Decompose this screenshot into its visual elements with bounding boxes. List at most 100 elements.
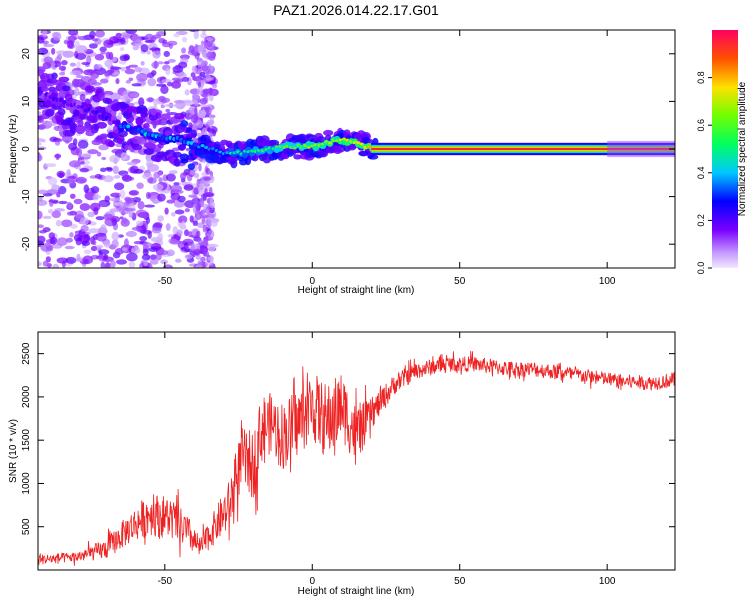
heatmap-speckle — [109, 259, 116, 268]
snr-y-tick-label: 2000 — [21, 385, 32, 408]
heatmap-speckle — [152, 199, 159, 204]
heatmap-speckle — [76, 147, 83, 157]
heatmap-speckle — [181, 47, 187, 54]
heatmap-speckle — [168, 58, 176, 63]
heatmap-speckle — [156, 83, 167, 87]
heatmap-speckle — [113, 201, 122, 206]
heatmap-speckle — [93, 64, 102, 70]
heatmap-speckle — [149, 254, 157, 261]
heatmap-speckle — [160, 97, 171, 103]
heatmap-speckle — [165, 67, 171, 76]
heatmap-speckle — [79, 153, 92, 158]
heatmap-speckle — [206, 198, 210, 204]
heatmap-speckle — [74, 210, 84, 220]
heatmap-speckle — [121, 174, 133, 182]
heatmap-speckle — [90, 81, 102, 86]
heatmap-speckle — [203, 176, 211, 181]
heatmap-speckle — [42, 62, 52, 69]
heatmap-speckle — [38, 224, 44, 229]
heatmap-speckle — [73, 234, 83, 242]
heatmap-speckle — [150, 243, 162, 250]
heatmap-speckle — [192, 93, 200, 100]
spectrogram-ylabel: Frequency (Hz) — [8, 115, 19, 184]
heatmap-speckle — [66, 168, 71, 176]
heatmap-halo — [155, 112, 162, 119]
heatmap-speckle — [157, 215, 164, 222]
spectrogram-panel: -50 0 50 100 -20 -10 0 10 20 Height of straight… — [8, 29, 676, 296]
heatmap-speckle — [175, 258, 182, 263]
heatmap-speckle — [140, 44, 149, 53]
heatmap-halo — [131, 144, 143, 151]
heatmap-speckle — [192, 248, 201, 256]
heatmap-speckle — [83, 249, 92, 255]
heatmap-speckle — [168, 43, 173, 49]
heatmap-speckle — [142, 248, 149, 256]
heatmap-speckle — [123, 238, 129, 248]
heatmap-speckle — [109, 155, 120, 163]
heatmap-speckle — [68, 30, 79, 36]
heatmap-speckle — [100, 51, 106, 55]
heatmap-ridge-core — [126, 124, 131, 129]
heatmap-speckle — [128, 64, 139, 68]
heatmap-speckle — [134, 66, 143, 73]
heatmap-speckle — [204, 187, 208, 195]
heatmap-speckle — [131, 83, 142, 87]
heatmap-speckle — [88, 43, 98, 49]
heatmap-halo — [58, 76, 70, 82]
heatmap-speckle — [180, 220, 186, 229]
heatmap-speckle — [105, 51, 111, 60]
heatmap-speckle — [96, 233, 107, 242]
heatmap-speckle — [192, 121, 198, 132]
heatmap-halo — [143, 122, 150, 129]
heatmap-speckle — [178, 61, 188, 69]
heatmap-speckle — [38, 111, 42, 116]
heatmap-speckle — [201, 109, 206, 118]
heatmap-speckle — [199, 210, 203, 217]
heatmap-halo — [140, 111, 149, 118]
heatmap-speckle — [124, 68, 135, 75]
heatmap-cells — [38, 30, 675, 268]
colorbar-tick-label: 0.6 — [696, 119, 706, 132]
heatmap-speckle — [103, 39, 115, 48]
heatmap-speckle — [146, 50, 151, 55]
heatmap-speckle — [79, 203, 91, 211]
heatmap-halo — [62, 85, 71, 92]
heatmap-speckle — [43, 43, 55, 48]
heatmap-speckle — [87, 211, 95, 218]
heatmap-speckle — [117, 112, 123, 121]
heatmap-ridge-core — [281, 145, 286, 149]
heatmap-speckle — [198, 162, 202, 172]
heatmap-speckle — [38, 195, 43, 202]
heatmap-speckle — [190, 243, 196, 252]
heatmap-halo — [268, 139, 280, 146]
heatmap-speckle — [194, 105, 198, 116]
heatmap-speckle — [168, 238, 178, 244]
heatmap-halo — [174, 113, 185, 120]
heatmap-speckle — [194, 215, 201, 221]
snr-y-ticks: 500 1000 1500 2000 2500 — [21, 342, 675, 535]
spectrogram-y-tick-label: 20 — [21, 48, 32, 60]
heatmap-speckle — [98, 201, 107, 208]
heatmap-speckle — [165, 265, 171, 268]
heatmap-speckle — [52, 263, 60, 268]
heatmap-speckle — [67, 178, 75, 185]
heatmap-speckle — [144, 40, 156, 44]
heatmap-speckle — [173, 99, 185, 104]
snr-y-tick-label: 1000 — [21, 472, 32, 495]
heatmap-band-layer — [371, 147, 675, 151]
heatmap-speckle — [95, 216, 105, 221]
heatmap-halo — [38, 66, 46, 74]
heatmap-speckle — [80, 224, 89, 233]
heatmap-speckle — [149, 47, 161, 51]
heatmap-speckle — [170, 184, 183, 193]
colorbar-tick-label: 0.2 — [696, 214, 706, 227]
heatmap-halo — [98, 92, 105, 101]
heatmap-speckle — [69, 70, 82, 76]
heatmap-speckle — [201, 215, 206, 225]
heatmap-speckle — [174, 209, 185, 215]
heatmap-speckle — [70, 224, 78, 229]
spectrogram-x-tick-label: -50 — [158, 276, 173, 287]
heatmap-speckle — [164, 103, 175, 108]
heatmap-speckle — [66, 201, 72, 209]
heatmap-speckle — [38, 142, 42, 146]
